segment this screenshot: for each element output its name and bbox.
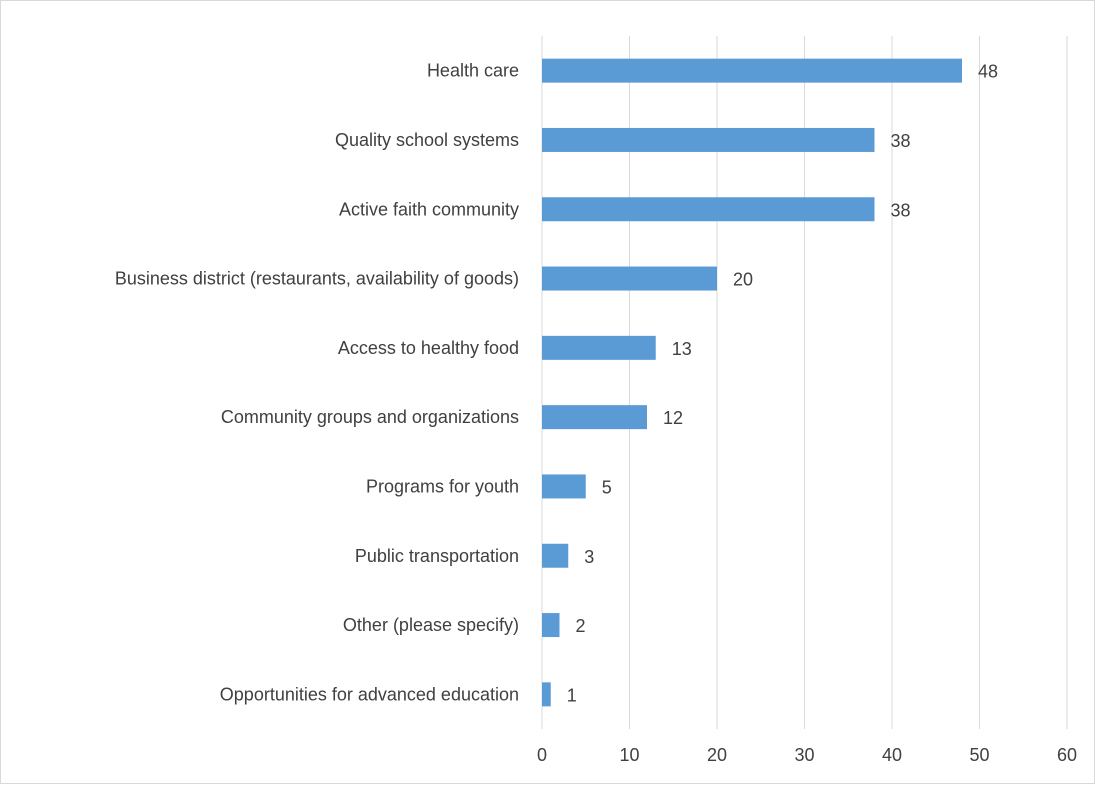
x-tick-label: 40 [882, 745, 902, 765]
data-labels: 48 38 38 20 13 12 5 3 2 1 [567, 62, 998, 706]
x-tick-label: 60 [1057, 745, 1077, 765]
category-label: Programs for youth [366, 476, 519, 496]
bar [542, 613, 560, 638]
category-label: Quality school systems [335, 130, 519, 150]
data-label: 20 [733, 270, 753, 290]
x-tick-label: 30 [794, 745, 814, 765]
data-label: 38 [891, 131, 911, 151]
category-label: Other (please specify) [343, 615, 519, 635]
bars [542, 58, 962, 707]
data-label: 5 [602, 477, 612, 497]
bar [542, 682, 551, 707]
bar [542, 474, 586, 499]
bar [542, 127, 875, 152]
data-label: 12 [663, 408, 683, 428]
x-tick-label: 50 [969, 745, 989, 765]
data-label: 13 [672, 339, 692, 359]
bar [542, 405, 647, 430]
category-label: Opportunities for advanced education [220, 684, 519, 704]
category-labels: Health care Quality school systems Active … [115, 61, 519, 705]
category-label: Public transportation [355, 546, 519, 566]
category-label: Active faith community [339, 199, 519, 219]
bar [542, 197, 875, 222]
category-label: Community groups and organizations [221, 407, 519, 427]
data-label: 2 [576, 616, 586, 636]
x-axis-ticks: 0 10 20 30 40 50 60 [537, 745, 1077, 765]
x-tick-label: 0 [537, 745, 547, 765]
data-label: 1 [567, 685, 577, 705]
category-label: Health care [427, 61, 519, 81]
bar [542, 335, 656, 360]
x-tick-label: 20 [707, 745, 727, 765]
x-tick-label: 10 [619, 745, 639, 765]
category-label: Business district (restaurants, availabi… [115, 269, 519, 289]
bar [542, 543, 569, 568]
data-label: 38 [891, 200, 911, 220]
bar [542, 58, 962, 83]
data-label: 48 [978, 62, 998, 82]
category-label: Access to healthy food [338, 338, 519, 358]
bar [542, 266, 717, 291]
data-label: 3 [584, 547, 594, 567]
